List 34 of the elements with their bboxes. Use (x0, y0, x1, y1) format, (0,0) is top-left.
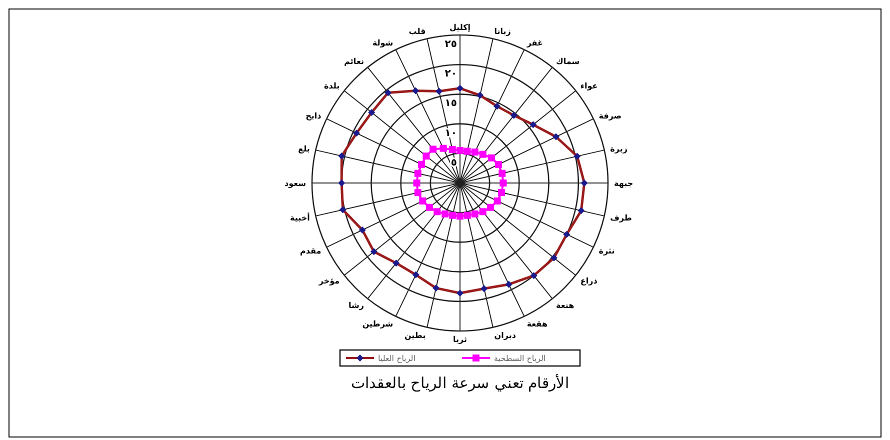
y-tick-label: ٢٠ (444, 68, 457, 80)
spoke-label: نثرة (598, 246, 615, 256)
spoke-label: شولة (372, 38, 394, 48)
spoke-label: مؤخر (318, 276, 340, 286)
spoke-label: مقدم (300, 246, 322, 256)
y-tick-label: ٢٥ (444, 39, 457, 50)
spoke-label: جبهة (614, 179, 634, 188)
spoke-label: هنعة (556, 300, 575, 310)
legend-label: الرياح العليا (378, 354, 416, 363)
spoke-label: سماك (556, 57, 580, 66)
spoke-label: ذابح (306, 111, 322, 120)
spoke-label: هقعة (526, 320, 548, 329)
spoke-label: نعائم (344, 57, 364, 66)
text: الأرقام تعني سرعة الرياح بالعقدات (350, 374, 570, 392)
spoke-label: زبانا (494, 26, 512, 36)
spoke-label: بلع (298, 144, 310, 154)
spoke-label: رشا (348, 300, 364, 310)
spoke-label: بلدة (324, 82, 340, 91)
y-tick-label: ١٥ (444, 98, 457, 110)
spoke-label: صرفة (598, 111, 622, 120)
spoke-label: ثريا (453, 335, 467, 344)
spoke-label: أخبية (290, 212, 310, 223)
spoke-label: دبران (494, 331, 516, 340)
spoke-label: عواء (580, 82, 598, 91)
legend-label: الرياح السطحية (494, 354, 546, 363)
spoke-label: قلب (408, 26, 426, 36)
spoke-label: زبرة (610, 144, 628, 154)
spoke-label: شرطين (362, 320, 394, 329)
spoke-label: غفر (526, 38, 544, 48)
spoke-label: بطين (404, 331, 426, 340)
spoke-label: إكليل (449, 23, 471, 32)
spoke-label: سعود (284, 179, 306, 188)
spoke-label: طرف (610, 214, 632, 223)
spoke-label: ذراع (580, 276, 598, 286)
